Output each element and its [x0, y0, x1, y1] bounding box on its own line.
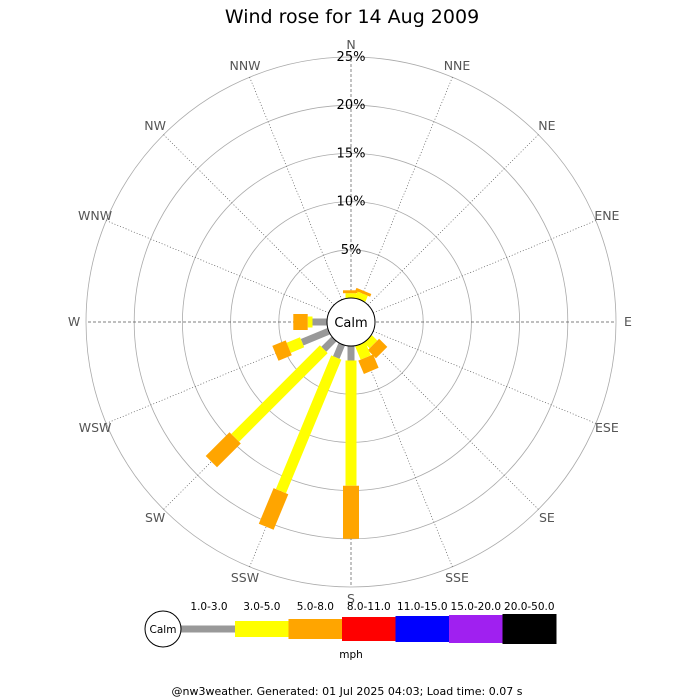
footer-text: @nw3weather. Generated: 01 Jul 2025 04:0…	[172, 685, 523, 698]
direction-label-nne: NNE	[444, 58, 471, 73]
bar-ssw-3.0-5.0	[275, 355, 342, 494]
radial-tick-15: 15%	[337, 146, 366, 161]
bar-s-5.0-8.0	[343, 485, 359, 539]
bar-se-3.0-5.0	[364, 335, 378, 349]
legend-bin-label-20.0-50.0: 20.0-50.0	[504, 601, 555, 613]
calm-label: Calm	[334, 316, 367, 331]
direction-label-wnw: WNW	[78, 208, 112, 223]
bar-sse-3.0-5.0	[355, 342, 371, 360]
radial-tick-labels: 5% 10% 15% 20% 25%	[337, 50, 366, 258]
direction-label-ne: NE	[538, 118, 555, 133]
direction-label-n: N	[346, 37, 355, 52]
bar-sse-5.0-8.0	[358, 354, 379, 374]
bar-sw-3.0-5.0	[231, 345, 328, 442]
spoke-sse	[350, 321, 453, 567]
direction-label-s: S	[347, 591, 355, 606]
speed-legend: Calm 1.0-3.0 3.0-5.0 5.0-8.0 8.0-11.0 11.0-15…	[144, 601, 557, 661]
radial-tick-5: 5%	[341, 243, 362, 258]
legend-calm-label: Calm	[150, 624, 177, 636]
bar-w-5.0-8.0	[293, 314, 308, 330]
bar-s-1.0-3.0	[347, 346, 355, 361]
direction-label-ssw: SSW	[231, 570, 259, 585]
legend-swatch-11.0-15.0	[395, 616, 450, 642]
bar-wsw-3.0-5.0	[286, 337, 305, 353]
bar-sw-1.0-3.0	[321, 336, 337, 352]
bar-nne-5.0-8.0	[355, 287, 372, 297]
legend-swatch-5.0-8.0	[288, 619, 343, 639]
radial-tick-25: 25%	[337, 50, 366, 65]
legend-bin-label-15.0-20.0: 15.0-20.0	[451, 601, 502, 613]
direction-label-nw: NW	[144, 118, 166, 133]
grid-ring-25	[85, 56, 617, 588]
direction-bars	[205, 287, 388, 539]
direction-label-sse: SSE	[445, 570, 469, 585]
spoke-nw	[163, 134, 352, 323]
bar-wsw-1.0-3.0	[300, 328, 331, 346]
bar-sw-5.0-8.0	[205, 432, 241, 468]
calm-circle	[326, 297, 376, 347]
bar-ssw-5.0-8.0	[258, 488, 289, 530]
legend-calm-circle	[144, 610, 182, 648]
direction-label-wsw: WSW	[79, 420, 112, 435]
bar-n-3.0-5.0	[345, 293, 357, 298]
bar-nne-3.0-5.0	[355, 291, 368, 302]
spoke-ese	[350, 321, 596, 424]
bar-s-3.0-5.0	[345, 360, 357, 486]
spoke-nne	[350, 77, 453, 323]
bar-ssw-1.0-3.0	[333, 342, 345, 359]
legend-swatch-15.0-20.0	[449, 615, 503, 643]
spoke-nnw	[249, 77, 352, 323]
bar-w-1.0-3.0	[312, 318, 327, 326]
spoke-ene	[350, 220, 596, 323]
bar-se-5.0-8.0	[367, 338, 388, 359]
legend-bin-label-3.0-5.0: 3.0-5.0	[243, 601, 280, 613]
legend-bin-label-11.0-15.0: 11.0-15.0	[397, 601, 448, 613]
spoke-ne	[350, 134, 539, 323]
direction-label-w: W	[68, 314, 80, 329]
direction-labels: N NNE NE ENE E ESE SE SSE S SSW SW WSW W WNW NW NNW	[68, 37, 632, 606]
bar-w-3.0-5.0	[307, 316, 313, 328]
legend-swatch-20.0-50.0	[502, 614, 557, 644]
bar-n-5.0-8.0	[343, 290, 359, 294]
radial-tick-20: 20%	[337, 98, 366, 113]
radial-tick-10: 10%	[337, 195, 366, 210]
legend-bin-label-8.0-11.0: 8.0-11.0	[347, 601, 391, 613]
direction-label-se: SE	[539, 510, 555, 525]
direction-label-sw: SW	[145, 510, 165, 525]
direction-label-nnw: NNW	[229, 58, 260, 73]
legend-swatch-8.0-11.0	[342, 617, 396, 641]
spoke-wnw	[106, 220, 352, 323]
legend-units-label: mph	[339, 649, 363, 661]
legend-bin-label-1.0-3.0: 1.0-3.0	[190, 601, 227, 613]
spoke-wsw	[106, 321, 352, 424]
legend-swatch-3.0-5.0	[235, 621, 289, 637]
calm-circle-group: Calm	[326, 297, 376, 347]
chart-title: Wind rose for 14 Aug 2009	[225, 6, 479, 28]
direction-label-e: E	[624, 314, 632, 329]
bar-wsw-5.0-8.0	[272, 340, 292, 361]
spoke-se	[350, 321, 539, 510]
direction-label-ese: ESE	[595, 420, 619, 435]
legend-bin-label-5.0-8.0: 5.0-8.0	[297, 601, 334, 613]
direction-label-ene: ENE	[594, 208, 619, 223]
